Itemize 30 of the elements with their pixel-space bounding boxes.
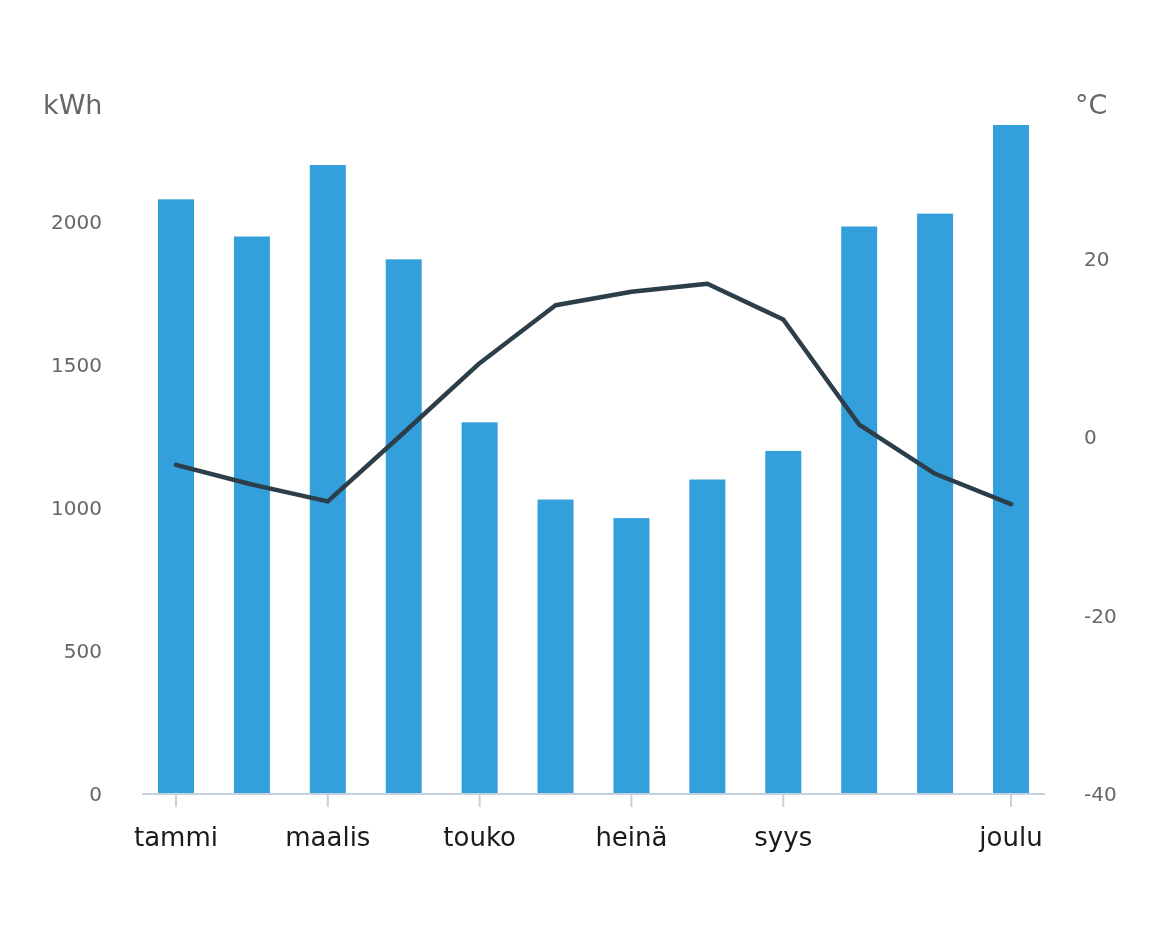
bar	[765, 450, 802, 794]
bar	[613, 518, 650, 794]
x-tick-label: touko	[443, 822, 516, 852]
x-tick-label: maalis	[285, 822, 371, 852]
bar	[385, 259, 422, 794]
y-tick-label: 1500	[51, 353, 102, 378]
bar	[233, 236, 270, 794]
y-tick-label: 1000	[51, 496, 102, 521]
bar	[993, 125, 1029, 794]
bar	[537, 499, 574, 794]
y2-tick-label: -20	[1084, 603, 1117, 628]
x-tick-label: tammi	[133, 822, 219, 852]
bar	[461, 422, 498, 794]
y2-tick-label: -40	[1084, 782, 1117, 806]
x-tick-label: syys	[754, 822, 813, 852]
line-series	[173, 281, 1014, 507]
x-tick-label: heinä	[595, 822, 668, 852]
bar	[917, 213, 954, 794]
y2-tick-label: 0	[1084, 425, 1097, 450]
y2-tick-label: 20	[1084, 246, 1110, 271]
y2-axis-title: °C	[1075, 88, 1108, 120]
bar	[841, 226, 878, 794]
y-tick-label: 500	[63, 639, 102, 664]
x-tick-label: joulu	[978, 822, 1043, 852]
y-axis-title: kWh	[43, 88, 103, 120]
y-tick-label: 2000	[51, 210, 102, 235]
bar	[309, 165, 346, 794]
bar	[158, 199, 194, 794]
y-tick-label: 0	[89, 782, 102, 806]
bar	[689, 479, 726, 794]
